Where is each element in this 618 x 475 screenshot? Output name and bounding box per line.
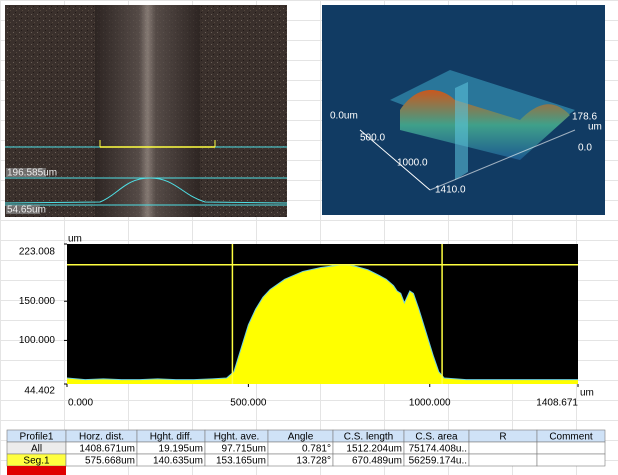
image-label: 196.585um: [7, 168, 57, 179]
view-3d: 0.0um 500.0 1000.0 1410.0 178.6 um 0.0: [322, 5, 605, 215]
x-tick-label: 1000.000: [409, 398, 451, 409]
column-header: Hght. ave.: [214, 432, 260, 443]
cell-text: 670.489um: [352, 456, 402, 467]
cell-text: 1408.671um: [79, 444, 135, 455]
axis-label: 178.6: [572, 112, 597, 123]
cell-text: 13.728°: [296, 456, 331, 467]
cell-text: 19.195um: [159, 444, 203, 455]
table-cell: [536, 441, 606, 455]
column-header: C.S. length: [344, 432, 393, 443]
y-unit: um: [68, 234, 82, 245]
image-panel: 196.585um 54.65um: [4, 5, 288, 217]
axis-label: 500.0: [360, 133, 385, 144]
x-tick-label: 1408.671: [536, 398, 578, 409]
y-tick-label: 44.402: [24, 386, 55, 397]
image-label: 54.65um: [7, 205, 46, 216]
column-header: Hght. diff.: [150, 432, 193, 443]
cell-text: 56259.174u..: [409, 456, 467, 467]
column-header: C.S. area: [415, 432, 458, 443]
column-header: R: [499, 432, 506, 443]
cell-text: 97.715um: [222, 444, 266, 455]
column-header: Profile1: [20, 432, 54, 443]
cell-text: 75174.408u..: [409, 444, 467, 455]
cell-text: 0.781°: [302, 444, 331, 455]
y-tick-label: 150.000: [19, 296, 56, 307]
cell-text: Seg.1: [23, 456, 50, 467]
column-header: Angle: [288, 432, 314, 443]
axis-label: 0.0: [578, 143, 592, 154]
x-unit: um: [580, 388, 594, 399]
column-header: Comment: [549, 432, 593, 443]
profile-chart: um um 223.008 150.000 100.000 44.402 0.000 50…: [19, 234, 594, 409]
cell-text: All: [31, 444, 42, 455]
x-tick-label: 0.000: [68, 398, 93, 409]
column-header: Horz. dist.: [79, 432, 124, 443]
row-marker: [7, 466, 66, 475]
y-tick-label: 100.000: [19, 335, 56, 346]
cell-text: 575.668um: [85, 456, 135, 467]
x-tick-label: 500.000: [230, 398, 267, 409]
cell-text: 140.635um: [153, 456, 203, 467]
cell-text: 153.165um: [216, 456, 266, 467]
axis-label: 0.0um: [330, 111, 358, 122]
table-cell: [468, 453, 538, 467]
y-tick-label: 223.008: [19, 247, 56, 258]
table-cell: [536, 453, 606, 467]
cell-text: 1512.204um: [346, 444, 402, 455]
axis-label: 1000.0: [397, 158, 428, 169]
profile-fill: [67, 265, 578, 384]
axis-label: 1410.0: [435, 185, 466, 196]
results-table: Profile1 Horz. dist. Hght. diff. Hght. ave.…: [6, 429, 606, 475]
axis-label: um: [588, 122, 602, 133]
table-cell: [468, 441, 538, 455]
